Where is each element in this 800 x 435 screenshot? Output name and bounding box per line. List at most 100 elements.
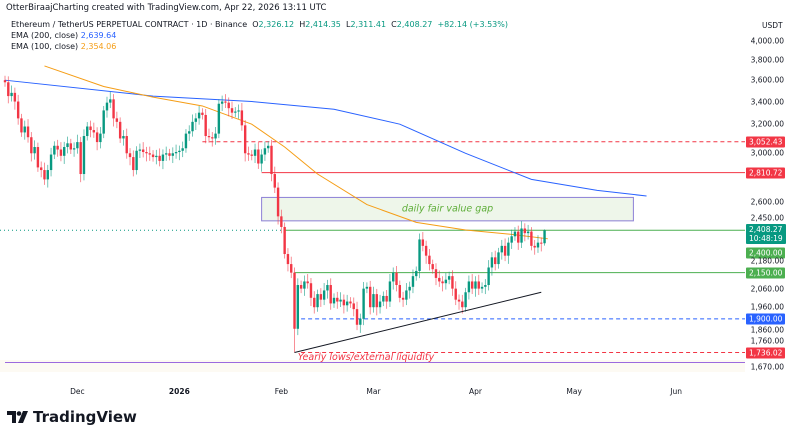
candle	[204, 109, 207, 144]
price-tick: 2,180.00	[750, 256, 784, 266]
candle	[375, 288, 378, 316]
candle-body	[46, 170, 49, 180]
candle	[329, 278, 332, 310]
candle-body	[257, 149, 260, 164]
price-tick: 1,670.00	[750, 362, 784, 372]
candle-body	[444, 279, 448, 284]
candle	[86, 122, 89, 141]
symbol-name[interactable]: Ethereum / TetherUS PERPETUAL CONTRACT ·…	[11, 20, 248, 29]
logo-text: TradingView	[33, 408, 137, 426]
candle	[434, 263, 438, 286]
candle-body	[490, 257, 494, 268]
price-level-label: 1,900.00	[746, 313, 786, 325]
candle	[336, 291, 339, 309]
candle-body	[438, 277, 441, 282]
ema200-line	[4, 79, 647, 197]
candle	[480, 282, 484, 294]
candle-body	[510, 236, 513, 243]
candle-body	[49, 154, 53, 171]
candle	[388, 274, 392, 307]
candle-body	[66, 143, 69, 148]
candle	[207, 128, 211, 143]
candle-body	[10, 92, 13, 97]
price-axis[interactable]: 3,052.43 2,810.72 2,408.27 10:48:19 2,400.00…	[745, 0, 800, 372]
time-axis[interactable]: Dec 2026 Feb Mar Apr May Jun	[0, 372, 745, 396]
currency-label: USDT	[762, 21, 783, 30]
candle	[243, 120, 247, 162]
candle	[408, 281, 411, 299]
candle	[309, 278, 313, 306]
candle-body	[470, 281, 474, 289]
candle-body	[375, 294, 378, 308]
ema200-legend[interactable]: EMA (200, close) 2,639.64	[11, 31, 116, 40]
candle	[10, 85, 13, 102]
time-tick: May	[566, 387, 582, 396]
candle	[306, 274, 309, 289]
candle-body	[171, 153, 174, 156]
candle-body	[362, 288, 365, 319]
candle-body	[385, 295, 388, 302]
candle-body	[306, 281, 309, 284]
ema100-legend[interactable]: EMA (100, close) 2,354.06	[11, 42, 116, 51]
close-value: 2,408.27	[396, 20, 433, 29]
candle-body	[227, 102, 230, 109]
candle-body	[411, 276, 415, 287]
candle-body	[349, 301, 352, 304]
candle	[470, 274, 474, 295]
candle	[421, 232, 425, 252]
bar-countdown: 10:48:19	[749, 234, 783, 244]
candle	[405, 283, 408, 306]
candle	[415, 266, 418, 281]
candle-body	[418, 239, 421, 271]
candle-body	[112, 99, 115, 119]
candle-body	[424, 245, 428, 256]
candle-body	[345, 301, 349, 306]
candle	[135, 146, 138, 175]
candle-body	[296, 285, 300, 329]
price-tick: 3,200.00	[750, 119, 784, 129]
candle	[359, 313, 362, 333]
candle	[211, 132, 214, 147]
candle	[240, 103, 244, 131]
candle-body	[520, 228, 523, 243]
candle-body	[135, 150, 138, 171]
candle	[3, 75, 7, 87]
candle	[79, 136, 82, 183]
candle	[286, 248, 290, 272]
candle-body	[39, 167, 43, 171]
candle	[517, 225, 520, 250]
candle-body	[89, 126, 92, 131]
candle-body	[128, 153, 132, 158]
candle	[280, 209, 283, 234]
candle-body	[82, 136, 86, 175]
candle	[322, 283, 326, 306]
candle	[46, 164, 49, 188]
candle	[411, 269, 415, 294]
candle	[526, 224, 530, 240]
candle	[510, 229, 513, 249]
candle	[43, 162, 46, 185]
candle	[56, 139, 59, 157]
candle-body	[441, 281, 444, 284]
candle	[49, 147, 53, 177]
candle	[115, 111, 119, 129]
time-tick: Mar	[366, 387, 381, 396]
candle-body	[464, 292, 467, 308]
price-tick: 2,060.00	[750, 284, 784, 294]
candle	[217, 99, 221, 139]
ema100-label: EMA (100, close)	[11, 42, 79, 51]
candle-body	[319, 294, 323, 300]
candle-body	[276, 187, 280, 217]
candle	[138, 143, 142, 159]
candle	[122, 130, 125, 146]
candle-body	[59, 149, 63, 156]
candle	[487, 260, 490, 291]
candle-body	[326, 285, 329, 291]
candle	[441, 276, 444, 292]
candle-body	[138, 149, 142, 151]
candle	[53, 141, 56, 160]
symbol-legend: Ethereum / TetherUS PERPETUAL CONTRACT ·…	[11, 20, 508, 29]
candle	[451, 270, 454, 296]
price-chart[interactable]	[0, 0, 745, 372]
candle-body	[401, 297, 405, 300]
